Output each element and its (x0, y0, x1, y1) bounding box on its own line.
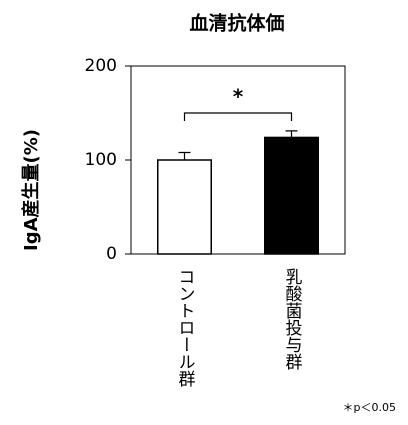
significance-bracket (183, 112, 293, 121)
significance-mark: * (233, 85, 244, 109)
error-bar (178, 151, 191, 160)
footnote: ＊p＜0.05 (343, 401, 396, 414)
y-tick-label: 0 (106, 244, 117, 264)
x-tick-label: 乳酸菌投与群 (282, 268, 303, 370)
y-tick-label: 100 (85, 150, 117, 170)
error-bar (285, 130, 298, 138)
y-axis-label: IgA産生量(%) (20, 129, 42, 251)
y-tick-label: 200 (85, 56, 117, 76)
x-tick-label: コントロール群 (175, 268, 196, 387)
bar (264, 136, 319, 255)
chart-title: 血清抗体価 (189, 12, 284, 35)
bar (157, 159, 212, 255)
